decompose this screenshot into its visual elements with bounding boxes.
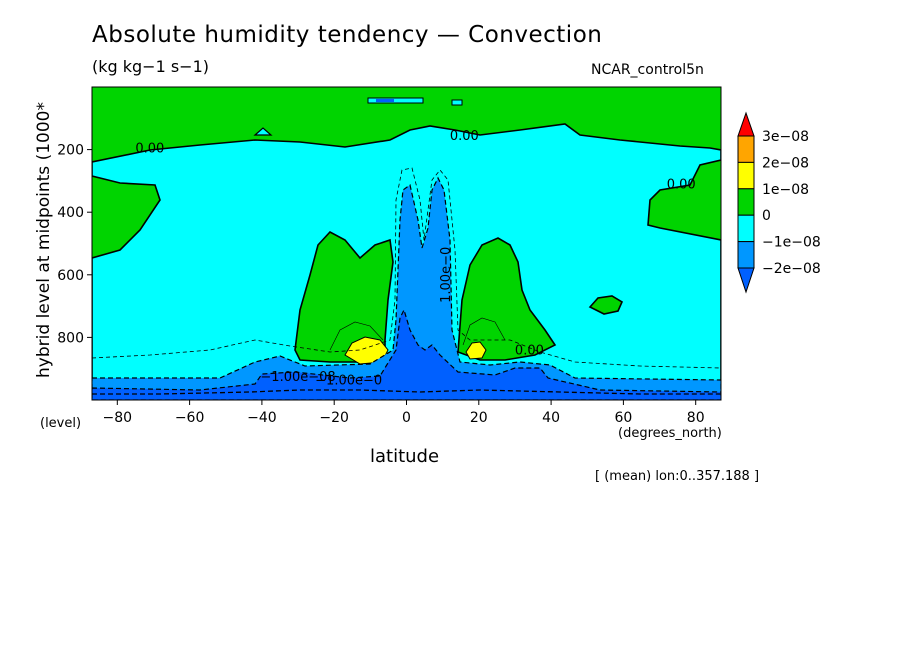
contour-fill-layer <box>92 87 721 400</box>
colorbar-label: 1e−08 <box>762 182 809 198</box>
contour-label: 0.00 <box>667 178 696 193</box>
x-tick-label: 20 <box>470 410 488 426</box>
contour-blip-top-left <box>367 97 424 104</box>
x-axis-ticks: −80 −60 −40 −20 0 20 40 60 80 <box>103 400 705 426</box>
contour-label: −1.00e−0 <box>315 373 382 388</box>
contour-fill-negative-medium <box>92 176 721 400</box>
contour-line-solid-left <box>329 321 384 351</box>
chart-title: Absolute humidity tendency — Convection <box>92 22 603 48</box>
contour-notch-left <box>253 127 273 136</box>
colorbar-segment <box>737 188 755 216</box>
y-tick-label: 200 <box>57 143 84 159</box>
y-tick-label: 400 <box>57 205 84 221</box>
contour-label: 0.00 <box>450 129 479 144</box>
contour-label: −1.00e−08 <box>260 370 335 385</box>
contour-fill-island <box>588 295 624 315</box>
contour-labels: 0.00 0.00 0.00 0.00 1.00e−0 −1.00e−08−1.00e−0 <box>135 129 695 388</box>
colorbar-label: 3e−08 <box>762 129 809 145</box>
x-tick-label: −40 <box>247 410 277 426</box>
x-tick-label: −80 <box>103 410 133 426</box>
x-tick-label: 0 <box>402 410 411 426</box>
x-axis-unit: (degrees_north) <box>618 426 722 441</box>
contour-blip-top-dark <box>376 99 394 102</box>
contour-blip-top-right <box>451 99 463 106</box>
x-tick-label: 80 <box>687 410 705 426</box>
contour-label: 0.00 <box>515 344 544 359</box>
contour-fill-plume-left <box>294 231 394 363</box>
y-tick-label: 600 <box>57 268 84 284</box>
colorbar-label: 0 <box>762 208 771 224</box>
colorbar-label: 2e−08 <box>762 155 809 171</box>
colorbar-segment <box>737 135 755 163</box>
contour-fill-positive-right <box>465 341 487 360</box>
y-axis-unit: (level) <box>40 416 82 431</box>
contour-line-dashed-lower <box>92 167 721 369</box>
colorbar-bottom-arrow <box>737 267 755 294</box>
contour-line-solid-right <box>462 317 506 346</box>
contour-line-dashed-deep <box>92 389 721 395</box>
colorbar-segment <box>737 214 755 243</box>
colorbar-label: −2e−08 <box>762 261 821 277</box>
y-axis-ticks: 200 400 600 800 <box>57 143 92 346</box>
chart-subtitle: (kg kg−1 s−1) <box>92 57 210 76</box>
x-tick-label: −20 <box>319 410 349 426</box>
x-axis-label: latitude <box>370 446 440 467</box>
contour-fill-negative-large <box>92 308 721 400</box>
colorbar-segment <box>737 161 755 190</box>
dataset-label: NCAR_control5n <box>591 62 704 78</box>
x-tick-label: 40 <box>542 410 560 426</box>
y-tick-label: 800 <box>57 330 84 346</box>
x-tick-label: 60 <box>614 410 632 426</box>
contour-label: 1.00e−0 <box>439 247 454 303</box>
averaging-note: [ (mean) lon:0..357.188 ] <box>595 469 760 484</box>
contour-label: 0.00 <box>135 142 164 157</box>
colorbar: 3e−08 2e−08 1e−08 0 −1e−08 −2e−08 <box>737 111 821 294</box>
contour-fill-plume-right <box>457 237 557 361</box>
contour-fill-positive-left <box>344 336 389 365</box>
colorbar-top-arrow <box>737 111 755 137</box>
colorbar-label: −1e−08 <box>762 235 821 251</box>
colorbar-segment <box>737 241 755 269</box>
x-tick-label: −60 <box>175 410 205 426</box>
